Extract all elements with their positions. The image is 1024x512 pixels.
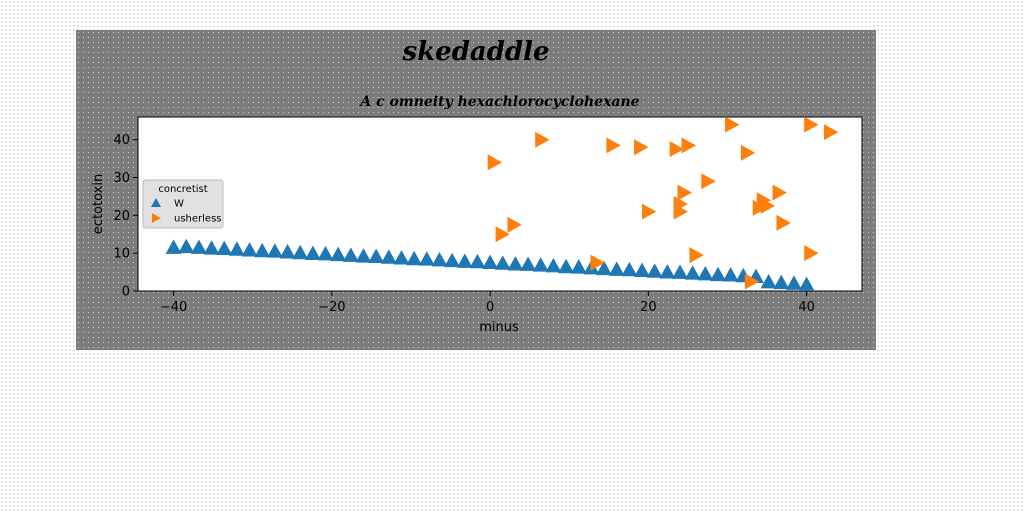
series-0-point: [216, 240, 233, 256]
legend-label: W: [174, 199, 184, 210]
series-0-point: [532, 257, 549, 272]
series-0-point: [482, 254, 499, 270]
series-1-point: [606, 137, 621, 154]
legend-marker: [152, 213, 161, 223]
series-0-point: [304, 245, 321, 260]
series-0-point: [444, 252, 461, 268]
y-axis-label: ectotoxin: [91, 174, 106, 234]
x-tick-label: −20: [318, 300, 345, 315]
series-0-point: [203, 240, 220, 255]
legend-box: [142, 179, 224, 229]
chart-marks: [165, 116, 839, 291]
series-1-point: [725, 116, 740, 133]
series-0-point: [469, 253, 486, 269]
series-0-point: [684, 265, 701, 280]
series-0-point: [621, 261, 638, 277]
y-tick-label: 40: [113, 133, 130, 148]
series-0-point: [317, 245, 334, 261]
series-1-point: [804, 245, 819, 262]
series-1-point: [752, 199, 768, 216]
series-1-point: [634, 139, 649, 156]
series-0-point: [456, 253, 473, 268]
series-0-point: [241, 242, 258, 257]
series-0-point: [355, 248, 372, 263]
legend-label: usherless: [174, 214, 222, 225]
series-1-point: [495, 226, 510, 243]
series-0-point: [507, 256, 524, 271]
series-1-point: [772, 184, 787, 201]
series-0-point: [494, 255, 511, 270]
series-1-point: [740, 144, 756, 161]
series-1-point: [641, 203, 657, 220]
x-tick-label: 20: [640, 300, 657, 315]
series-1-point: [744, 273, 760, 290]
series-0-point: [342, 247, 359, 262]
y-tick-label: 30: [113, 171, 130, 186]
series-0-point: [634, 262, 651, 277]
series-0-point: [646, 263, 663, 278]
series-0-point: [178, 238, 195, 254]
series-1-point: [507, 216, 522, 233]
series-0-point: [558, 258, 575, 274]
series-0-point: [798, 276, 815, 291]
series-0-point: [760, 273, 777, 289]
series-0-point: [279, 244, 296, 259]
series-0-point: [431, 251, 448, 267]
series-1-point: [677, 184, 692, 201]
series-0-point: [596, 260, 613, 276]
series-0-point: [545, 258, 562, 273]
series-0-point: [709, 266, 726, 282]
series-0-point: [380, 249, 397, 264]
series-0-point: [165, 239, 182, 254]
series-1-point: [535, 131, 550, 148]
series-0-point: [254, 242, 271, 258]
x-tick-label: 0: [486, 300, 494, 315]
legend-title: concretist: [158, 184, 207, 195]
series-1-point: [590, 254, 605, 271]
y-tick-label: 20: [113, 209, 130, 224]
chart-title: A c omneity hexachlorocyclohexane: [358, 94, 639, 110]
series-1-point: [689, 247, 704, 264]
series-1-point: [823, 124, 839, 141]
series-0-point: [785, 275, 802, 290]
series-0-point: [697, 265, 714, 281]
y-tick-label: 10: [113, 247, 130, 262]
series-0-point: [608, 261, 625, 276]
x-axis-label: minus: [479, 320, 519, 335]
series-0-point: [659, 264, 676, 279]
x-tick-label: 40: [798, 300, 815, 315]
series-0-point: [330, 246, 347, 262]
series-0-point: [672, 264, 689, 279]
series-1-point: [701, 173, 716, 190]
series-1-point: [760, 197, 776, 214]
series-0-point: [406, 250, 423, 266]
axis-ticks: −40 −20 0 20 40 0 10 20 30 40: [113, 133, 814, 315]
series-0-point: [266, 243, 283, 258]
series-0-point: [418, 251, 435, 266]
series-0-point: [190, 239, 207, 254]
series-1-point: [776, 214, 791, 231]
series-0-point: [292, 244, 309, 260]
series-0-point: [773, 274, 790, 290]
chart-figure: skedaddle A c omneity hexachlorocyclohex…: [76, 30, 876, 350]
series-0-point: [722, 267, 739, 282]
series-1-point: [804, 116, 819, 133]
series-0-point: [520, 256, 537, 271]
legend-marker: [151, 198, 161, 207]
series-0-point: [393, 250, 410, 265]
series-1-point: [681, 137, 696, 154]
series-1-point: [487, 154, 503, 171]
x-tick-label: −40: [160, 300, 187, 315]
series-0-point: [570, 259, 587, 274]
chart-suptitle: skedaddle: [402, 37, 550, 67]
series-1-point: [669, 141, 685, 158]
scatter-chart: skedaddle A c omneity hexachlorocyclohex…: [91, 37, 863, 335]
series-1-point: [673, 196, 689, 212]
y-tick-label: 0: [122, 285, 130, 300]
series-0-point: [228, 241, 245, 256]
series-0-point: [368, 248, 385, 263]
